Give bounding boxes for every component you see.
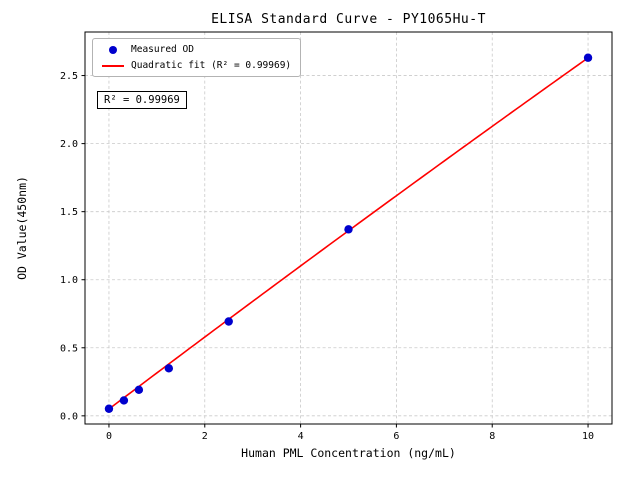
legend: Measured OD Quadratic fit (R² = 0.99969) — [92, 38, 302, 77]
legend-entry-measured-od: Measured OD — [102, 44, 291, 55]
svg-text:0.5: 0.5 — [60, 343, 78, 354]
x-axis-label: Human PML Concentration (ng/mL) — [241, 446, 456, 460]
svg-text:8: 8 — [489, 431, 495, 442]
svg-text:4: 4 — [298, 431, 304, 442]
svg-text:1.5: 1.5 — [60, 207, 78, 218]
legend-entry-quadratic-fit: Quadratic fit (R² = 0.99969) — [102, 60, 291, 71]
svg-text:6: 6 — [393, 431, 399, 442]
svg-text:0.0: 0.0 — [60, 411, 78, 422]
legend-label-measured-od: Measured OD — [131, 44, 194, 55]
legend-label-quadratic-fit: Quadratic fit (R² = 0.99969) — [131, 60, 292, 71]
svg-text:1.0: 1.0 — [60, 275, 78, 286]
svg-text:2.5: 2.5 — [60, 71, 78, 82]
line-marker-icon — [102, 64, 124, 67]
r-squared-annotation: R² = 0.99969 — [97, 91, 187, 109]
chart-title: ELISA Standard Curve - PY1065Hu-T — [211, 12, 486, 27]
svg-text:2: 2 — [202, 431, 208, 442]
svg-text:10: 10 — [582, 431, 594, 442]
svg-text:2.0: 2.0 — [60, 139, 78, 150]
scatter-marker-icon — [109, 45, 117, 54]
svg-text:0: 0 — [106, 431, 112, 442]
